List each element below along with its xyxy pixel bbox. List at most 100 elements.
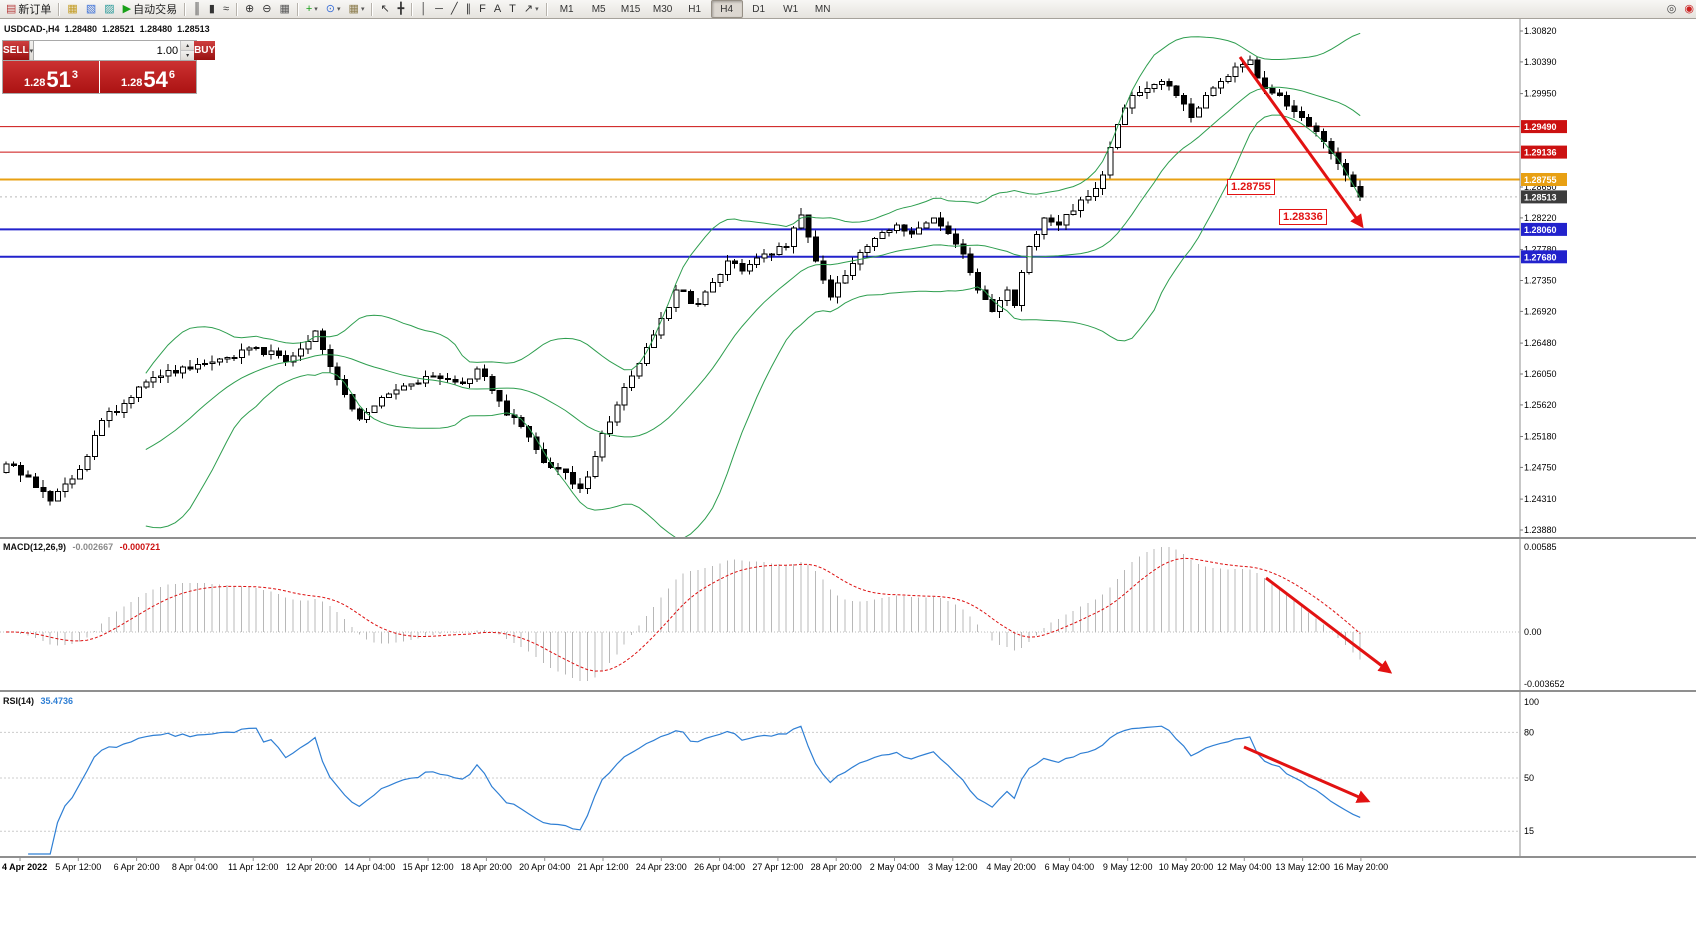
axis-label: 1.28513 (1524, 192, 1557, 202)
price-badge-dark (1521, 190, 1567, 204)
sell-price-button[interactable]: 1.28 51 3 (3, 61, 99, 93)
arrows-button[interactable]: ↗ ▾ (520, 0, 543, 18)
axis-label: 1.25620 (1524, 400, 1557, 410)
sell-button[interactable]: SELL (3, 41, 29, 60)
rsi-indicator-label: RSI(14) 35.4736 (3, 696, 73, 706)
toolbar-separator (236, 2, 238, 16)
macd-panel[interactable] (0, 539, 1520, 690)
time-axis-label: 9 May 12:00 (1103, 862, 1153, 872)
sell-price-point: 3 (71, 69, 79, 81)
one-click-price-row: 1.28 51 3 1.28 54 6 (3, 61, 196, 93)
volume-input[interactable] (34, 41, 181, 60)
time-axis-label: 28 Apr 20:00 (811, 862, 862, 872)
timeframe-m1-button[interactable]: M1 (559, 3, 574, 15)
strategy-tester-button[interactable]: ▨ (100, 0, 118, 18)
auto-trading-button[interactable]: ▶ 自动交易 (119, 0, 181, 18)
trend-arrow[interactable] (1243, 745, 1371, 803)
templates-button[interactable]: ▦ ▾ (345, 0, 369, 18)
main-chart-panel[interactable] (0, 18, 1520, 537)
candlestick-chart-button[interactable]: ▮ (205, 0, 219, 18)
timeframe-w1-button[interactable]: W1 (783, 3, 799, 15)
axis-label: 80 (1524, 727, 1534, 737)
time-axis-label: 12 May 04:00 (1217, 862, 1272, 872)
time-axis-label: 24 Apr 23:00 (636, 862, 687, 872)
text-label-icon: T (509, 3, 516, 15)
timeframe-h4-button[interactable]: H4 (710, 0, 743, 18)
time-axis-label: 8 Apr 04:00 (172, 862, 218, 872)
toolbar-separator (411, 2, 414, 16)
axis-label: 1.29950 (1524, 89, 1557, 99)
text-label-button[interactable]: T (505, 0, 520, 18)
timeframe-d1-button[interactable]: D1 (752, 3, 766, 15)
zoom-out-button[interactable]: ⊖ (258, 0, 275, 18)
price-badge-red (1521, 145, 1567, 159)
time-axis[interactable] (0, 858, 1696, 876)
panel-separator[interactable] (0, 690, 1696, 692)
axis-label: 1.23880 (1524, 525, 1557, 535)
time-axis-label: 12 Apr 20:00 (286, 862, 337, 872)
timeframe-h1-button[interactable]: H1 (688, 3, 702, 15)
timeframe-m5-button[interactable]: M5 (591, 3, 606, 15)
buy-price-button[interactable]: 1.28 54 6 (99, 61, 196, 93)
macd-name: MACD(12,26,9) (3, 542, 67, 552)
panel-separator[interactable] (0, 856, 1696, 858)
volume-box: ▴ ▾ (34, 41, 195, 60)
zoom-in-button[interactable]: ⊕ (241, 0, 258, 18)
price-annotation-2[interactable]: 1.28336 (1279, 209, 1327, 225)
bollinger-lower-band (145, 114, 1361, 539)
trend-arrow[interactable] (1265, 576, 1393, 674)
timeframe-mn-button[interactable]: MN (814, 3, 831, 15)
channel-button[interactable]: ∥ (462, 0, 476, 18)
chart-canvas[interactable]: 1.308201.303901.299501.286501.282201.277… (0, 18, 1696, 942)
crosshair-button[interactable]: ╋ (394, 0, 409, 18)
charts-toggle-button[interactable]: ▦ (63, 0, 81, 18)
axis-label: 100 (1524, 697, 1539, 707)
zoom-in-icon: ⊕ (245, 3, 255, 15)
buy-price-prefix: 1.28 (120, 77, 143, 89)
community-button[interactable]: ◉ (1680, 0, 1696, 18)
rsi-panel[interactable] (0, 692, 1520, 856)
axis-label: 1.24310 (1524, 494, 1557, 504)
profiles-icon: ▧ (85, 3, 97, 15)
volume-decrease-button[interactable]: ▾ (181, 51, 195, 60)
caret-down-icon: ▾ (360, 6, 365, 13)
price-badge-blue (1521, 250, 1567, 264)
timeframe-m30-button[interactable]: M30 (652, 3, 673, 15)
tile-windows-button[interactable]: ▦ (275, 0, 293, 18)
vertical-line-button[interactable]: │ (416, 0, 431, 18)
axis-label: 1.26050 (1524, 369, 1557, 379)
time-axis-label: 21 Apr 12:00 (577, 862, 628, 872)
time-axis-label: 18 Apr 20:00 (461, 862, 512, 872)
community-icon: ◉ (1684, 3, 1694, 15)
axis-label: 1.30390 (1524, 57, 1557, 67)
volume-dropdown-button[interactable]: ▾ (28, 41, 35, 60)
indicators-button[interactable]: + ▾ (302, 0, 322, 18)
bar-chart-button[interactable]: ║ (189, 0, 205, 18)
line-chart-button[interactable]: ≈ (219, 0, 233, 18)
caret-down-icon: ▾ (535, 6, 539, 13)
axis-label: 1.29490 (1524, 122, 1557, 132)
trendline-button[interactable]: ╱ (447, 0, 462, 18)
text-button[interactable]: A (490, 0, 505, 18)
caret-down-icon: ▾ (337, 6, 341, 13)
axis-label: 1.29136 (1524, 148, 1557, 158)
panel-separator[interactable] (0, 537, 1696, 539)
profiles-button[interactable]: ▧ (82, 0, 100, 18)
candlestick-chart-icon: ▮ (208, 3, 215, 15)
price-annotation-1[interactable]: 1.28755 (1227, 179, 1275, 195)
new-order-button-label: 新订单 (18, 4, 52, 16)
fibonacci-button[interactable]: F (475, 0, 490, 18)
periods-button[interactable]: ⊙ ▾ (322, 0, 345, 18)
cursor-icon: ↖ (380, 3, 390, 15)
cursor-button[interactable]: ↖ (376, 0, 393, 18)
volume-increase-button[interactable]: ▴ (181, 41, 195, 51)
toolbar-separator (184, 2, 187, 16)
timeframe-m15-button[interactable]: M15 (620, 3, 641, 15)
search-button[interactable]: ◎ (1663, 0, 1681, 18)
trendline-icon: ╱ (450, 3, 458, 15)
buy-button[interactable]: BUY (194, 41, 216, 60)
axis-label: 1.25180 (1524, 432, 1557, 442)
horizontal-line-button[interactable]: ─ (431, 0, 447, 18)
trend-arrow[interactable] (1238, 56, 1364, 229)
new-order-button[interactable]: ▤ 新订单 (2, 0, 55, 18)
